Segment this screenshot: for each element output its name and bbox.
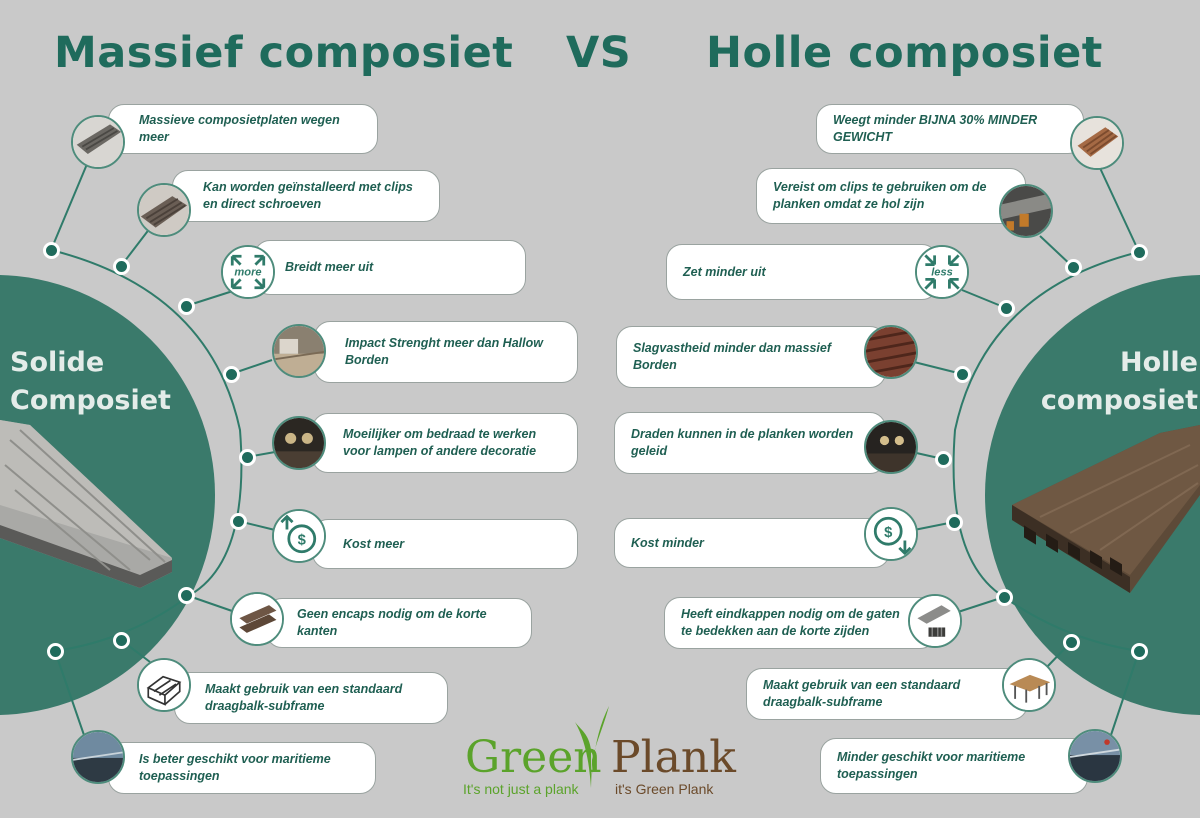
left-item-text: Massieve composietplaten wegen meer xyxy=(139,113,340,144)
left-item-4: Impact Strenght meer dan Hallow Borden xyxy=(314,321,578,383)
left-item-1: Massieve composietplaten wegen meer xyxy=(108,104,378,154)
right-item-2: Vereist om clips te gebruiken om de plan… xyxy=(756,168,1026,224)
expand-more-icon-text: more xyxy=(234,267,261,279)
right-item-text: Kost minder xyxy=(631,535,704,550)
end-caps-photo-icon xyxy=(908,594,962,648)
right-item-text: Slagvastheid minder dan massief Borden xyxy=(633,341,831,372)
right-item-3: Zet minder uit xyxy=(666,244,938,300)
right-item-9: Minder geschikt voor maritieme toepassin… xyxy=(820,738,1088,794)
green-plank-logo: Green Plank It's not just a plank it's G… xyxy=(463,700,743,800)
right-item-1: Weegt minder BIJNA 30% MINDER GEWICHT xyxy=(816,104,1084,154)
left-item-text: Kan worden geïnstalleerd met clips en di… xyxy=(203,180,413,211)
left-item-5: Moeilijker om bedraad te werken voor lam… xyxy=(312,413,578,473)
marine-deck-photo-icon xyxy=(71,730,125,784)
right-item-text: Vereist om clips te gebruiken om de plan… xyxy=(773,180,987,211)
left-item-text: Maakt gebruik van een standaard draagbal… xyxy=(205,682,403,713)
deck-lights-photo-icon xyxy=(864,420,918,474)
hollow-label-line-2: composiet xyxy=(1040,385,1198,416)
connector-dot xyxy=(1131,643,1148,660)
expand-more-icon: more xyxy=(221,245,275,299)
left-item-8: Maakt gebruik van een standaard draagbal… xyxy=(174,672,448,724)
left-item-text: Impact Strenght meer dan Hallow Borden xyxy=(345,336,543,367)
solid-composite-title: Massief composiet xyxy=(54,28,514,78)
right-item-5: Draden kunnen in de planken worden gelei… xyxy=(614,412,886,474)
right-item-8: Maakt gebruik van een standaard draagbal… xyxy=(746,668,1028,720)
hollow-board-icon xyxy=(1012,425,1200,593)
right-item-text: Weegt minder BIJNA 30% MINDER GEWICHT xyxy=(833,113,1038,144)
composite-board-photo-icon xyxy=(71,115,125,169)
cost-up-icon: $ xyxy=(272,509,326,563)
solid-label-line-2: Composiet xyxy=(10,385,171,416)
left-item-text: Kost meer xyxy=(343,536,405,551)
solid-board-icon xyxy=(0,420,172,588)
hollow-composite-label: Holle composiet xyxy=(1016,344,1198,420)
right-item-text: Heeft eindkappen nodig om de gaten te be… xyxy=(681,607,900,638)
left-item-text: Is beter geschikt voor maritieme toepass… xyxy=(139,752,331,783)
connector-dot xyxy=(239,449,256,466)
logo-word-green: Green xyxy=(465,732,602,783)
svg-text:$: $ xyxy=(884,525,893,541)
left-item-text: Moeilijker om bedraad te werken voor lam… xyxy=(343,427,537,458)
right-item-7: Heeft eindkappen nodig om de gaten te be… xyxy=(664,597,936,649)
left-item-7: Geen encaps nodig om de korte kanten xyxy=(266,598,532,648)
connector-dot xyxy=(178,298,195,315)
connector-dot xyxy=(1065,259,1082,276)
right-item-text: Draden kunnen in de planken worden gelei… xyxy=(631,427,854,458)
hollow-label-line-1: Holle xyxy=(1120,347,1198,378)
connector-dot xyxy=(946,514,963,531)
marine-deck-photo-icon xyxy=(1068,729,1122,783)
solid-label-line-1: Solide xyxy=(10,347,105,378)
connector-line xyxy=(50,249,243,652)
connector-dot xyxy=(43,242,60,259)
connector-dot xyxy=(935,451,952,468)
left-item-9: Is beter geschikt voor maritieme toepass… xyxy=(108,742,376,794)
expand-less-icon: less xyxy=(915,245,969,299)
logo-tagline-right: it's Green Plank xyxy=(615,781,714,797)
board-installation-photo-icon xyxy=(137,183,191,237)
connector-dot xyxy=(113,258,130,275)
solid-composite-label: Solide Composiet xyxy=(10,344,210,420)
connector-dot xyxy=(47,643,64,660)
right-item-text: Maakt gebruik van een standaard draagbal… xyxy=(763,678,961,709)
connector-dot xyxy=(998,300,1015,317)
left-item-2: Kan worden geïnstalleerd met clips en di… xyxy=(172,170,440,222)
hollow-deck-photo-icon xyxy=(864,325,918,379)
connector-line xyxy=(54,650,86,739)
logo-tagline-left: It's not just a plank xyxy=(463,781,579,797)
connector-dot xyxy=(954,366,971,383)
connector-dot xyxy=(223,366,240,383)
hollow-board-photo-icon xyxy=(1070,116,1124,170)
left-item-text: Breidt meer uit xyxy=(285,260,374,274)
cost-down-icon: $ xyxy=(864,507,918,561)
left-item-6: Kost meer xyxy=(312,519,578,569)
logo-word-plank: Plank xyxy=(611,732,736,783)
vs-label: VS xyxy=(566,28,632,78)
svg-text:$: $ xyxy=(298,532,307,548)
sprout-icon xyxy=(575,706,609,788)
left-item-text: Geen encaps nodig om de korte kanten xyxy=(297,607,487,638)
left-item-3: Breidt meer uit xyxy=(254,240,526,295)
connector-dot xyxy=(1131,244,1148,261)
connector-line xyxy=(1109,650,1140,739)
connector-dot xyxy=(996,589,1013,606)
connector-dot xyxy=(113,632,130,649)
connector-dot xyxy=(230,513,247,530)
right-item-text: Zet minder uit xyxy=(683,264,766,279)
right-item-6: Kost minder xyxy=(614,518,890,568)
deck-lights-photo-icon xyxy=(272,416,326,470)
subframe-icon xyxy=(137,658,191,712)
clips-installation-photo-icon xyxy=(999,184,1053,238)
connector-dot xyxy=(178,587,195,604)
subframe-photo-icon xyxy=(1002,658,1056,712)
board-ends-photo-icon xyxy=(230,592,284,646)
deck-impact-photo-icon xyxy=(272,324,326,378)
connector-dot xyxy=(1063,634,1080,651)
hollow-composite-title: Holle composiet xyxy=(706,28,1103,78)
right-item-4: Slagvastheid minder dan massief Borden xyxy=(616,326,886,388)
connector-line xyxy=(952,251,1140,652)
connector-line xyxy=(1099,167,1140,253)
expand-less-icon-text: less xyxy=(931,267,953,279)
right-item-text: Minder geschikt voor maritieme toepassin… xyxy=(837,750,1026,781)
